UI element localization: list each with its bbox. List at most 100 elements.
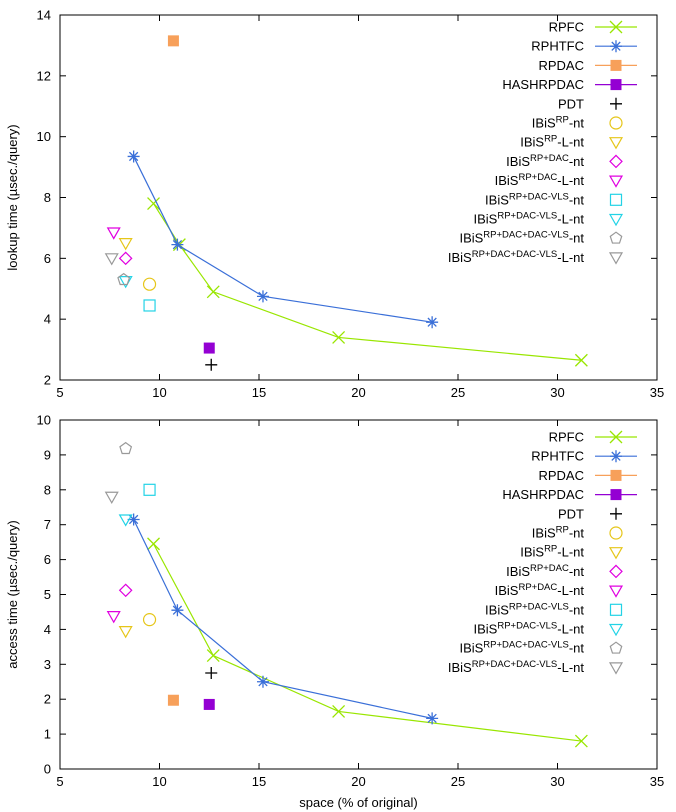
data-point [574,353,588,367]
legend-label: RPFC [549,430,584,445]
legend-label-name: HASHRPDAC [502,77,584,92]
legend-label: PDT [558,96,584,111]
series [167,35,179,47]
series [147,537,588,748]
legend-label: IBiSRP+DAC-VLS-L-nt [473,211,584,227]
legend-label-name: PDT [558,506,584,521]
legend-label-superscript: RP+DAC [518,582,557,593]
legend-marker [609,154,623,169]
legend-label-suffix: -L-nt [557,622,584,637]
data-point [119,441,133,455]
data-point [147,537,160,551]
legend-marker [610,40,622,53]
series [143,299,156,312]
data-point [118,238,133,251]
data-point [118,251,133,266]
x-tick-label: 10 [152,774,166,789]
legend-marker [608,623,624,637]
legend-marker [608,213,624,227]
series [205,358,218,371]
x-tick-label: 30 [550,385,564,400]
legend-label: IBiSRP-L-nt [520,134,584,150]
series-line [153,203,582,361]
data-point [426,712,439,725]
x-tick-label: 25 [451,385,465,400]
x-tick-label: 15 [252,774,266,789]
data-point [203,698,215,710]
legend-label-name: RPHTFC [531,449,584,464]
data-point [171,604,184,617]
legend-label: IBiSRP+DAC-L-nt [495,582,585,598]
y-axis-label: access time (µsec./query) [5,520,20,668]
legend-label-superscript: RP [556,115,569,126]
x-axis-label: space (% of original) [299,795,418,810]
legend-label-superscript: RP+DAC+DAC-VLS [472,659,558,670]
series [117,272,131,286]
legend-label: RPDAC [538,468,584,483]
data-point [206,285,220,299]
legend-label-superscript: RP+DAC+DAC-VLS [483,230,569,241]
data-point [104,253,119,266]
legend-marker [608,137,624,150]
series [143,483,156,496]
legend-label-suffix: -L-nt [557,583,584,598]
y-tick-label: 4 [44,312,51,327]
legend-marker [610,469,622,481]
legend-label-name: RPFC [549,430,584,445]
legend-label-name: IBiS [448,250,472,265]
series [127,513,439,725]
x-tick-label: 35 [650,385,664,400]
data-point [167,694,179,706]
legend-marker [610,489,622,501]
legend-label-suffix: -L-nt [557,135,584,150]
legend-label-superscript: RP+DAC-VLS [509,191,569,202]
data-point [332,704,346,718]
legend-label: RPHTFC [531,39,584,54]
legend-label-suffix: -nt [569,116,585,131]
series [118,626,133,639]
series [142,613,157,627]
legend-label-suffix: -nt [569,154,585,169]
data-point [426,316,439,329]
legend-label-name: IBiS [473,622,497,637]
legend-label-superscript: RP+DAC+DAC-VLS [483,640,569,651]
data-point [106,611,121,624]
series [205,667,218,680]
series [106,611,121,624]
x-tick-label: 5 [56,774,63,789]
legend-label: IBiSRP+DAC+DAC-VLS-nt [459,640,584,656]
legend-marker [610,507,622,520]
legend-label: RPFC [549,20,584,35]
legend-label-name: IBiS [520,545,544,560]
legend-marker [610,79,622,91]
legend-marker [610,450,622,463]
data-point [118,583,133,598]
legend-label-suffix: -L-nt [557,545,584,560]
series [142,277,157,291]
legend-label: IBiSRP+DAC-VLS-nt [485,191,584,207]
data-point [142,277,157,291]
data-point [143,483,156,496]
y-tick-label: 9 [44,447,51,462]
y-tick-label: 10 [37,129,51,144]
data-point [171,238,184,251]
data-point [205,358,218,371]
legend-label-name: RPDAC [538,468,584,483]
legend-label-suffix: -L-nt [557,250,584,265]
data-point [127,150,140,163]
legend-marker [609,20,623,34]
y-tick-label: 14 [37,8,51,23]
data-point [332,330,346,344]
legend-marker [608,175,624,188]
y-tick-label: 0 [44,762,51,777]
x-tick-label: 5 [56,385,63,400]
y-tick-label: 4 [44,622,51,637]
legend-label-suffix: -L-nt [557,212,584,227]
legend-label: HASHRPDAC [502,77,584,92]
legend-marker [609,430,623,444]
legend-marker [610,97,622,110]
series [203,342,215,354]
data-point [117,272,131,286]
legend-label-suffix: -nt [569,526,585,541]
